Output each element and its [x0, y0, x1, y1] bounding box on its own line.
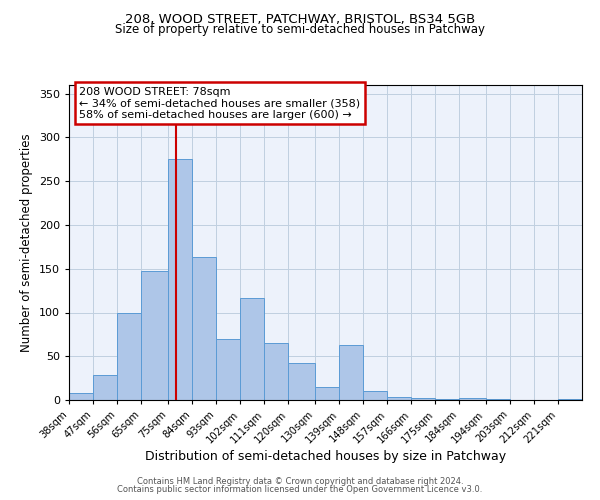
Bar: [459, 398, 486, 400]
Bar: [288, 363, 315, 400]
Bar: [93, 374, 117, 400]
Text: 208, WOOD STREET, PATCHWAY, BRISTOL, BS34 5GB: 208, WOOD STREET, PATCHWAY, BRISTOL, BS3…: [125, 12, 475, 26]
Bar: [315, 387, 339, 400]
Bar: [69, 393, 93, 400]
Y-axis label: Number of semi-detached properties: Number of semi-detached properties: [20, 133, 33, 352]
Text: Contains public sector information licensed under the Open Government Licence v3: Contains public sector information licen…: [118, 485, 482, 494]
Bar: [363, 391, 387, 400]
Bar: [486, 399, 510, 400]
Bar: [558, 399, 582, 400]
Bar: [168, 160, 192, 400]
Bar: [141, 270, 168, 400]
Bar: [117, 312, 141, 400]
Bar: [264, 343, 288, 400]
Bar: [240, 298, 264, 400]
Bar: [192, 258, 216, 400]
Text: Size of property relative to semi-detached houses in Patchway: Size of property relative to semi-detach…: [115, 22, 485, 36]
Text: Contains HM Land Registry data © Crown copyright and database right 2024.: Contains HM Land Registry data © Crown c…: [137, 477, 463, 486]
Bar: [411, 398, 435, 400]
Bar: [387, 398, 411, 400]
X-axis label: Distribution of semi-detached houses by size in Patchway: Distribution of semi-detached houses by …: [145, 450, 506, 463]
Bar: [435, 399, 459, 400]
Text: 208 WOOD STREET: 78sqm
← 34% of semi-detached houses are smaller (358)
58% of se: 208 WOOD STREET: 78sqm ← 34% of semi-det…: [79, 86, 361, 120]
Bar: [339, 345, 363, 400]
Bar: [216, 339, 240, 400]
